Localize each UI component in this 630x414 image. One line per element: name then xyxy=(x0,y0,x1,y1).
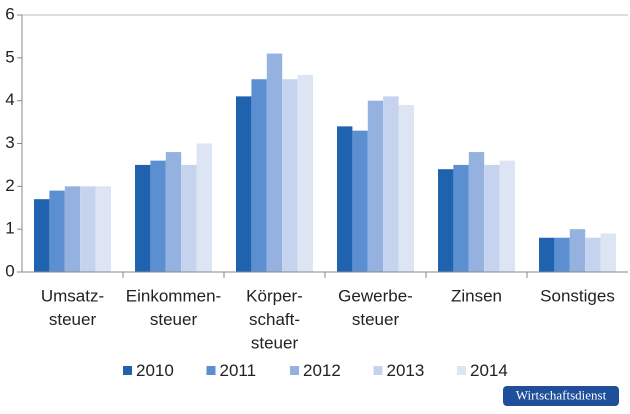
bar xyxy=(297,74,313,272)
y-tick-label: 4 xyxy=(5,90,14,109)
x-tick-label: Zinsen xyxy=(451,286,502,305)
y-tick-label: 2 xyxy=(5,176,14,195)
bar xyxy=(554,237,570,272)
bar xyxy=(600,233,616,272)
bar xyxy=(352,130,368,272)
bar xyxy=(266,53,283,272)
legend-swatch xyxy=(373,366,383,375)
legend-swatch xyxy=(123,366,132,375)
source-badge: Wirtschaftsdienst xyxy=(516,387,607,402)
x-tick-label: steuer xyxy=(150,310,198,329)
bar xyxy=(135,164,151,272)
bar xyxy=(165,152,182,272)
x-tick-label: schaft- xyxy=(249,310,300,329)
bar xyxy=(438,169,454,272)
bar xyxy=(196,143,212,272)
bar xyxy=(80,186,96,272)
bar xyxy=(337,126,353,272)
x-tick-label: steuer xyxy=(352,310,400,329)
bar xyxy=(64,186,81,272)
bar xyxy=(150,160,166,272)
bar xyxy=(49,190,65,272)
x-tick-label: Gewerbe- xyxy=(338,286,413,305)
legend-swatch xyxy=(206,366,216,375)
bar xyxy=(484,164,500,272)
legend-label: 2012 xyxy=(303,361,341,380)
legend-label: 2014 xyxy=(470,361,508,380)
badge-background xyxy=(503,386,619,406)
bar xyxy=(34,199,50,272)
bar xyxy=(236,96,252,272)
legend-swatch xyxy=(457,366,466,375)
x-tick-label: Einkommen- xyxy=(126,286,221,305)
bar xyxy=(569,229,586,272)
bar xyxy=(499,160,515,272)
y-tick-label: 5 xyxy=(5,47,14,66)
bar xyxy=(468,152,485,272)
bar xyxy=(95,186,111,272)
bar xyxy=(367,100,384,273)
y-tick-label: 1 xyxy=(5,219,14,238)
legend-label: 2011 xyxy=(220,361,257,380)
x-tick-label: Umsatz- xyxy=(41,286,104,305)
bar xyxy=(251,79,267,272)
legend-label: 2010 xyxy=(136,361,174,380)
bar xyxy=(282,79,298,272)
bar xyxy=(398,104,414,272)
x-tick-label: steuer xyxy=(251,333,299,352)
bar xyxy=(585,237,601,272)
legend-swatch xyxy=(290,366,299,375)
y-tick-label: 3 xyxy=(5,133,14,152)
x-tick-label: steuer xyxy=(49,310,97,329)
bar xyxy=(539,237,555,272)
y-tick-label: 6 xyxy=(5,4,14,23)
legend-label: 2013 xyxy=(387,361,425,380)
bar xyxy=(383,96,399,272)
x-tick-label: Sonstiges xyxy=(540,286,615,305)
x-tick-label: Körper- xyxy=(246,286,303,305)
bar xyxy=(181,164,197,272)
y-tick-label: 0 xyxy=(5,261,14,280)
bar xyxy=(453,164,469,272)
